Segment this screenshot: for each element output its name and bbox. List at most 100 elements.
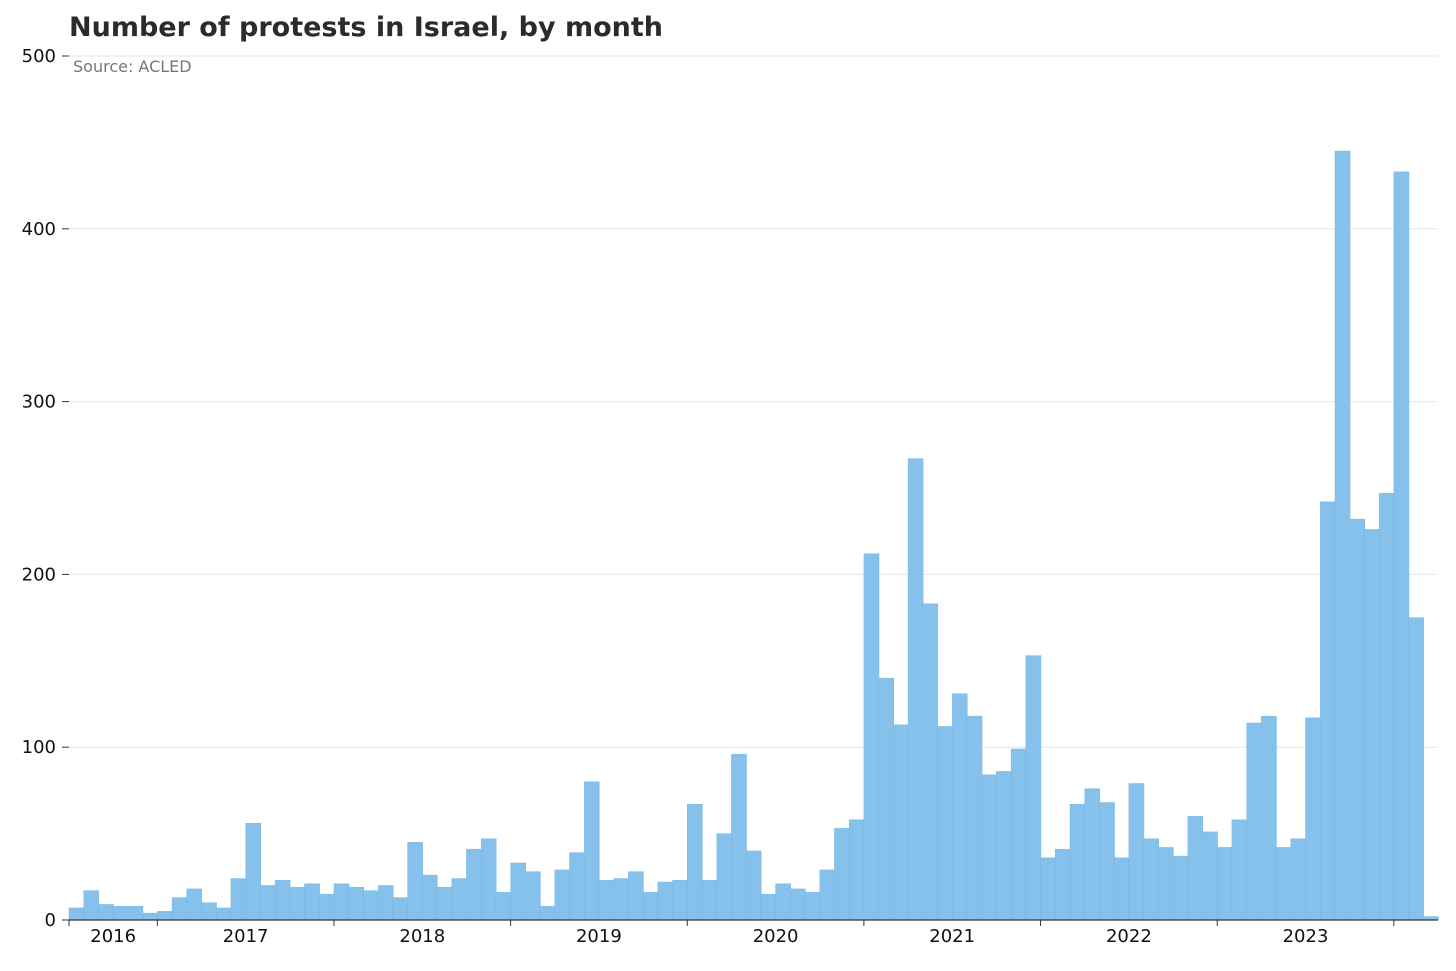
bar [922, 603, 939, 921]
bars [68, 150, 1439, 921]
bar [422, 874, 438, 921]
x-tick-label: 2019 [576, 926, 622, 947]
bar [157, 911, 173, 921]
bar [363, 890, 379, 921]
gridlines [69, 55, 1438, 748]
bar [260, 885, 276, 921]
bar [1055, 848, 1071, 921]
y-tick-label: 200 [22, 564, 56, 585]
chart-subtitle: Source: ACLED [73, 57, 192, 76]
chart-title: Number of protests in Israel, by month [69, 12, 663, 43]
bar [1246, 722, 1262, 921]
bar [1334, 150, 1351, 921]
bar [1275, 847, 1292, 921]
bar [451, 878, 468, 921]
bar [392, 897, 409, 921]
x-tick-label: 2018 [399, 926, 445, 947]
bar [1216, 847, 1233, 921]
bar [701, 880, 718, 921]
bar [1187, 816, 1204, 921]
x-axis: 2016 2017 2018 2019 2020 2021 2022 2023 [68, 919, 1438, 947]
bar [304, 883, 320, 921]
bar [878, 677, 894, 921]
bar [642, 892, 659, 921]
bar [1069, 804, 1086, 921]
bar [495, 892, 512, 921]
bar [201, 902, 217, 921]
bar [790, 888, 806, 921]
bar [731, 753, 747, 921]
x-tick-label: 2022 [1106, 926, 1152, 947]
bar [510, 862, 526, 921]
bar [1128, 783, 1145, 921]
bar [245, 823, 261, 921]
bar [480, 838, 497, 921]
bar [68, 907, 85, 921]
bar [83, 890, 100, 921]
bar [348, 886, 365, 921]
bar [966, 715, 983, 921]
bar [804, 892, 821, 921]
bar [657, 881, 674, 921]
bar [893, 724, 909, 921]
bar [1378, 492, 1395, 921]
bar [112, 905, 129, 921]
x-tick-label: 2021 [929, 926, 975, 947]
x-tick-label: 2016 [90, 926, 136, 947]
y-tick-label: 300 [22, 392, 56, 413]
bar [716, 833, 733, 921]
bar [1172, 855, 1189, 921]
bar [1025, 655, 1042, 921]
bar [525, 871, 541, 921]
bar [142, 912, 158, 921]
bar [760, 893, 777, 921]
bar [834, 828, 850, 921]
y-tick-label: 400 [22, 219, 56, 240]
bar [907, 458, 924, 921]
bar [1408, 617, 1424, 921]
x-tick-label: 2023 [1283, 926, 1329, 947]
bar [436, 886, 453, 921]
bar [598, 880, 615, 921]
bar [215, 907, 232, 921]
y-tick-label: 500 [22, 46, 56, 67]
x-tick-label: 2017 [223, 926, 269, 947]
bar [98, 904, 114, 921]
bar [407, 842, 423, 921]
bar [1320, 501, 1336, 921]
bar [1143, 838, 1159, 921]
bar [628, 871, 644, 921]
bar [613, 878, 629, 921]
bar [1349, 518, 1366, 921]
bar [274, 880, 291, 921]
bar [584, 781, 600, 921]
bar [554, 869, 571, 921]
bar [863, 553, 880, 921]
bar [1305, 717, 1321, 921]
bar [377, 885, 394, 921]
bar [1010, 748, 1027, 921]
bar [1261, 715, 1277, 921]
bar [230, 878, 247, 921]
bar [996, 771, 1012, 921]
bar [1393, 171, 1410, 921]
bar [775, 883, 791, 921]
bar [171, 897, 188, 921]
bar [1113, 857, 1130, 921]
y-tick-label: 100 [22, 737, 56, 758]
bar [333, 883, 350, 921]
bar [952, 693, 968, 921]
bar [1364, 529, 1380, 921]
bar [1084, 788, 1101, 921]
bar [289, 886, 306, 921]
bar [745, 850, 762, 921]
bar [1158, 847, 1174, 921]
bar [1202, 831, 1218, 921]
bar [186, 888, 203, 921]
bar [1099, 802, 1115, 921]
bar [539, 905, 556, 921]
bar [1040, 857, 1056, 921]
bar [466, 848, 482, 921]
bar [127, 905, 144, 921]
